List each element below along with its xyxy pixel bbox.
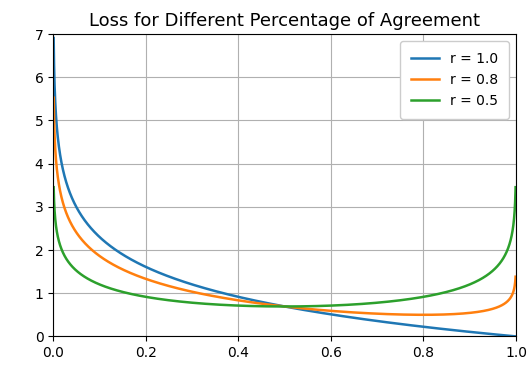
r = 0.8 (512, 274, 519, 279)
r = 0.5 (281, 304, 288, 309)
r = 0.8 (51, 95, 57, 100)
r = 0.8 (276, 304, 282, 308)
r = 1.0 (78, 213, 85, 218)
r = 0.5 (78, 272, 85, 277)
r = 0.8 (420, 313, 427, 317)
r = 0.8 (78, 237, 85, 241)
r = 0.8 (53, 154, 59, 159)
r = 1.0 (276, 303, 282, 308)
r = 1.0 (70, 198, 76, 202)
r = 1.0 (488, 332, 494, 336)
r = 1.0 (141, 264, 147, 268)
r = 0.5 (488, 270, 494, 274)
r = 1.0 (51, 36, 57, 40)
r = 1.0 (53, 109, 59, 114)
Line: r = 0.8: r = 0.8 (54, 98, 516, 315)
r = 0.8 (141, 276, 147, 280)
r = 0.5 (53, 222, 59, 226)
Legend: r = 1.0, r = 0.8, r = 0.5: r = 1.0, r = 0.8, r = 0.5 (400, 41, 509, 119)
r = 0.5 (276, 304, 282, 309)
Title: Loss for Different Percentage of Agreement: Loss for Different Percentage of Agreeme… (89, 12, 480, 30)
r = 0.8 (488, 307, 494, 311)
r = 0.8 (70, 225, 76, 229)
r = 0.5 (70, 265, 76, 270)
r = 0.5 (51, 185, 57, 189)
Line: r = 0.5: r = 0.5 (54, 187, 516, 307)
r = 1.0 (512, 334, 519, 339)
Line: r = 1.0: r = 1.0 (54, 38, 516, 336)
r = 0.5 (141, 294, 147, 299)
r = 0.5 (512, 185, 519, 189)
